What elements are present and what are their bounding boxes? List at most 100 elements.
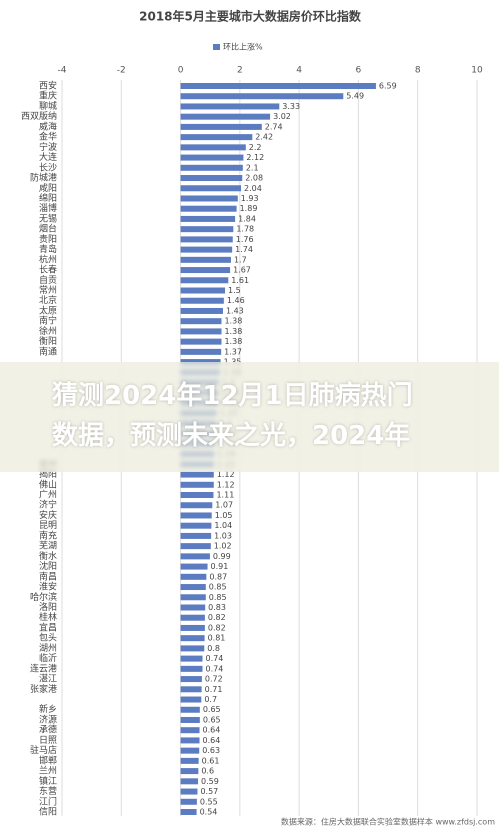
overlay-line: 数据，预测未来之光，2024年: [52, 421, 411, 451]
bar: [180, 164, 243, 171]
value-label: 0.64: [203, 726, 221, 735]
value-label: 0.74: [206, 654, 224, 663]
category-label: 南昌: [39, 570, 57, 582]
bar: [180, 348, 222, 355]
category-label: 东营: [39, 785, 57, 797]
category-label: 南宁: [39, 315, 57, 327]
value-label: 1.89: [240, 204, 258, 213]
value-label: 1.84: [238, 214, 256, 223]
category-label: 桂林: [39, 611, 57, 623]
bar: [180, 226, 234, 233]
bar: [180, 144, 246, 151]
category-label: 太原: [39, 304, 57, 316]
bar: [180, 584, 206, 591]
bar: [180, 686, 202, 693]
category-label: 大连: [39, 151, 57, 163]
bar: [180, 573, 207, 580]
category-label: 济源: [39, 713, 57, 725]
category-label: 沈阳: [39, 560, 57, 572]
bar: [180, 123, 262, 130]
value-label: 1.46: [227, 296, 245, 305]
bar: [180, 553, 210, 560]
legend-label: 环比上涨%: [223, 42, 263, 52]
bar: [180, 512, 212, 519]
category-label: 长春: [39, 264, 57, 276]
bar: [180, 93, 344, 100]
category-label: 常州: [39, 284, 57, 296]
bar: [180, 215, 236, 222]
overlay-line: 猜测2024年12月1日肺病热门: [52, 381, 413, 411]
category-label: 聊城: [39, 100, 57, 112]
value-label: 0.83: [208, 603, 226, 612]
category-label: 哈尔滨: [30, 591, 57, 603]
value-label: 0.85: [209, 593, 227, 602]
overlay: 猜测2024年12月1日肺病热门 数据，预测未来之光，2024年: [0, 362, 499, 472]
category-label: 金华: [39, 131, 57, 143]
bar: [180, 727, 200, 734]
bar: [180, 277, 229, 284]
bar: [180, 543, 211, 550]
value-label: 2.08: [245, 174, 263, 183]
bar: [180, 676, 202, 683]
bar: [180, 645, 205, 652]
x-tick-label: 10: [471, 66, 483, 76]
category-label: 衡阳: [39, 335, 57, 347]
bar: [180, 696, 202, 703]
category-label: 长沙: [39, 161, 57, 173]
category-label: 杭州: [39, 253, 57, 265]
bar: [180, 614, 205, 621]
bar: [180, 594, 206, 601]
category-label: 兰州: [39, 765, 57, 777]
value-label: 0.71: [205, 685, 223, 694]
value-label: 1.76: [236, 235, 254, 244]
value-label: 5.49: [346, 92, 364, 101]
category-label: 宜昌: [39, 621, 57, 633]
value-label: 2.2: [249, 143, 262, 152]
bar: [180, 205, 237, 212]
bar: [180, 502, 213, 509]
category-label: 无锡: [39, 213, 57, 224]
bar: [180, 175, 243, 182]
value-label: 2.74: [265, 122, 283, 131]
category-label: 信阳: [39, 806, 57, 818]
category-label: 佛山: [39, 478, 57, 490]
bar: [180, 103, 280, 110]
bar: [180, 655, 203, 662]
value-label: 1.37: [224, 347, 242, 356]
value-label: 0.82: [208, 613, 226, 622]
value-label: 1.12: [217, 470, 235, 479]
bar: [180, 532, 212, 539]
value-label: 1.04: [214, 521, 232, 530]
category-label: 临沂: [39, 652, 57, 664]
bar: [180, 522, 212, 529]
bar: [180, 246, 233, 253]
bar: [180, 706, 200, 713]
bar: [180, 778, 199, 785]
category-label: 连云港: [30, 662, 57, 674]
bar: [180, 716, 200, 723]
bar: [180, 134, 253, 141]
legend-swatch: [213, 44, 220, 50]
value-label: 0.8: [207, 644, 220, 653]
category-label: 镇江: [39, 775, 57, 787]
value-label: 0.57: [200, 787, 218, 796]
value-label: 0.81: [208, 634, 226, 643]
bar: [180, 768, 199, 775]
bar: [180, 256, 231, 263]
value-label: 1.7: [234, 255, 247, 264]
value-label: 2.1: [246, 163, 259, 172]
bar: [180, 185, 242, 192]
category-label: 邯郸: [39, 754, 57, 766]
x-tick-label: -2: [117, 66, 126, 76]
value-label: 1.07: [215, 501, 233, 510]
category-label: 江门: [39, 795, 57, 807]
value-label: 0.91: [211, 562, 229, 571]
bar: [180, 624, 205, 631]
value-label: 1.38: [224, 337, 242, 346]
category-label: 徐州: [39, 325, 57, 337]
category-label: 安庆: [39, 509, 57, 521]
value-label: 0.61: [202, 756, 220, 765]
x-tick-label: 6: [356, 66, 362, 76]
value-label: 0.65: [203, 715, 221, 724]
